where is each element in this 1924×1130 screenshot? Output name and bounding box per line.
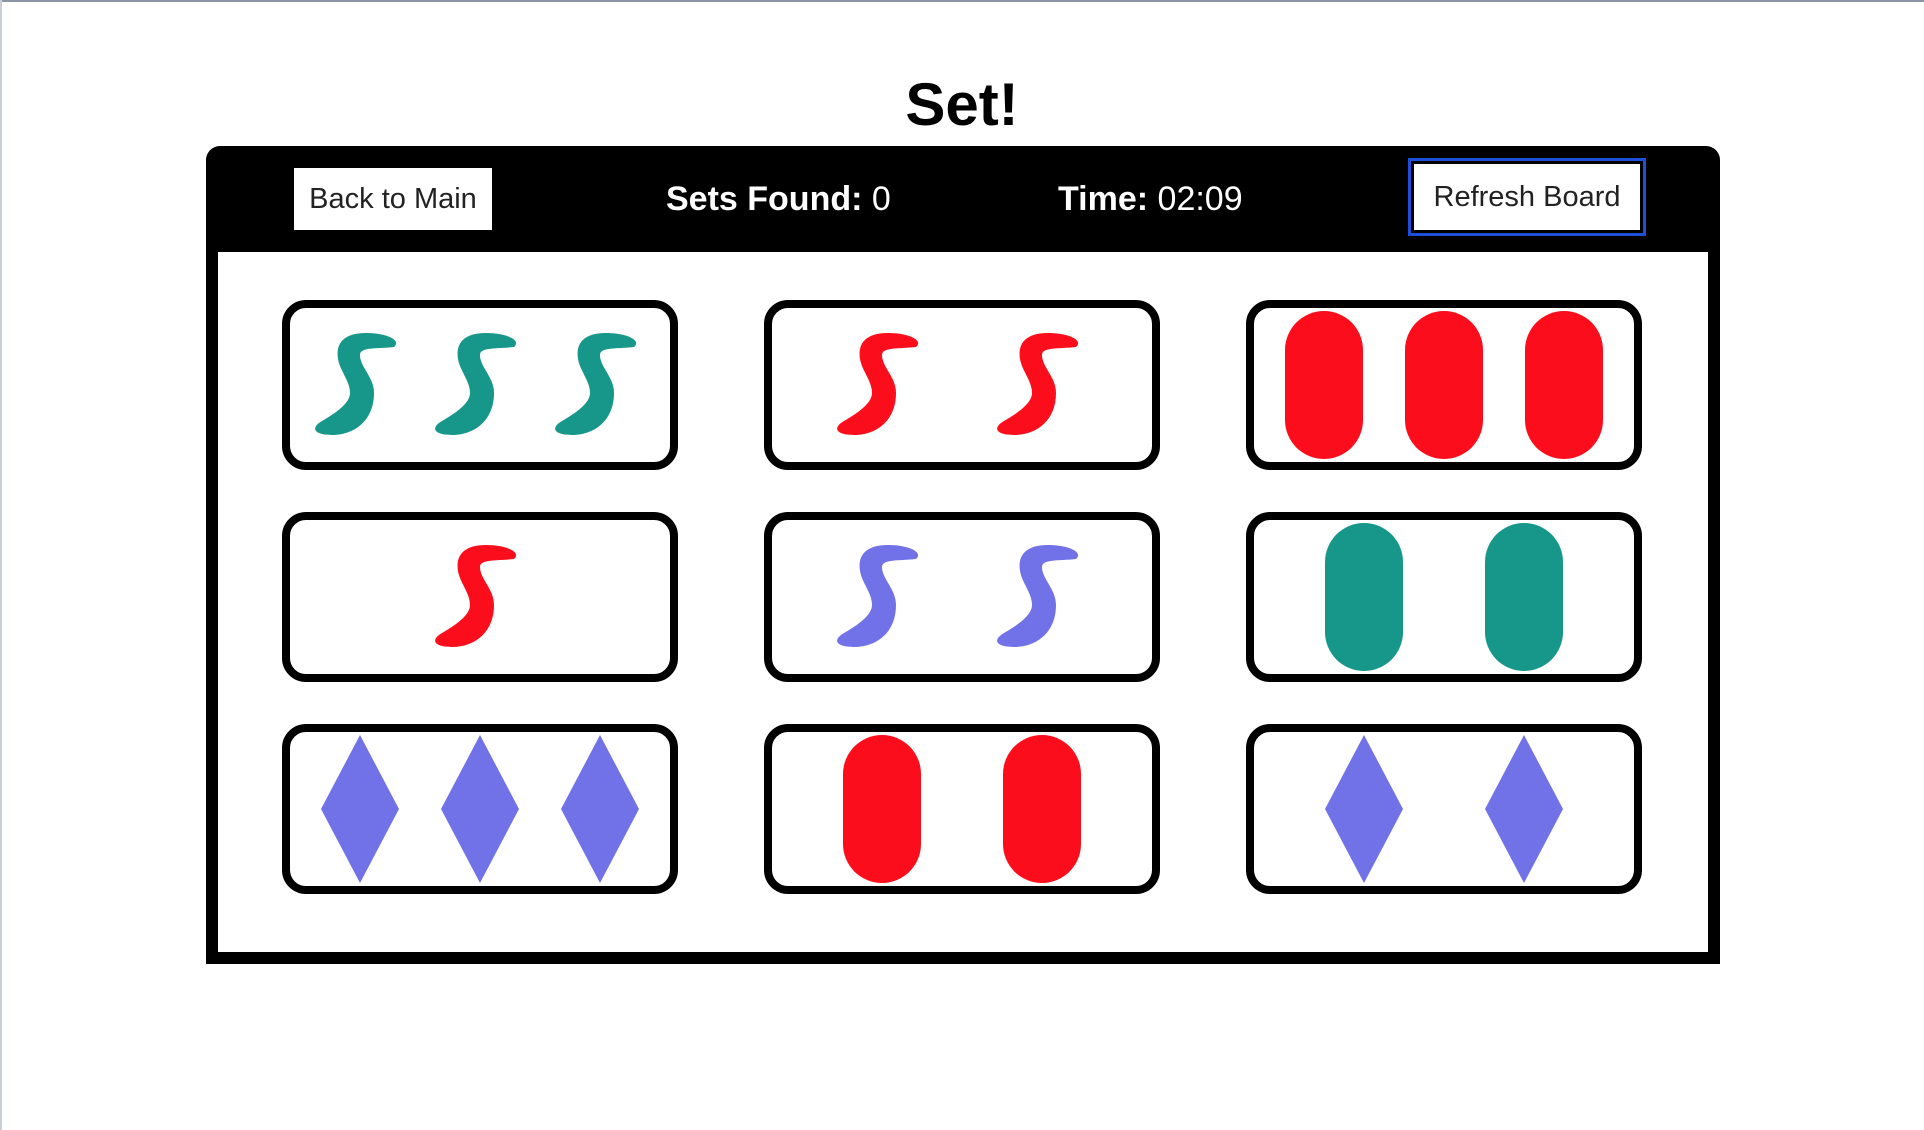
window-left-border [0, 0, 2, 1130]
card-symbols [843, 735, 1081, 883]
card-symbols [435, 545, 517, 647]
sets-found-value: 0 [871, 180, 891, 218]
set-card[interactable] [282, 512, 678, 682]
set-card[interactable] [282, 724, 678, 894]
page-title: Set! [905, 71, 1019, 139]
refresh-board-button[interactable]: Refresh Board [1408, 158, 1646, 236]
diamond-symbol [1485, 735, 1563, 883]
card-symbols [837, 333, 1079, 435]
oval-symbol [1285, 311, 1363, 459]
oval-symbol [1325, 523, 1403, 671]
game-panel: Back to Main Sets Found: 0 Time: 02:09 R… [206, 146, 1720, 964]
timer-value: 02:09 [1157, 180, 1243, 218]
timer: Time: 02:09 [1058, 180, 1243, 219]
oval-symbol [1003, 735, 1081, 883]
oval-symbol [1525, 311, 1603, 459]
card-symbols [1325, 735, 1563, 883]
squiggle-symbol [555, 333, 637, 435]
set-card[interactable] [1246, 300, 1642, 470]
card-symbols [1285, 311, 1603, 459]
squiggle-symbol [435, 545, 517, 647]
card-symbols [321, 735, 639, 883]
back-to-main-button[interactable]: Back to Main [294, 168, 492, 230]
diamond-symbol [321, 735, 399, 883]
set-card[interactable] [1246, 724, 1642, 894]
diamond-symbol [561, 735, 639, 883]
game-header: Back to Main Sets Found: 0 Time: 02:09 R… [206, 146, 1720, 252]
diamond-symbol [1325, 735, 1403, 883]
set-card[interactable] [1246, 512, 1642, 682]
squiggle-symbol [315, 333, 397, 435]
card-board [218, 252, 1708, 952]
timer-label: Time: [1058, 180, 1149, 218]
squiggle-symbol [837, 545, 919, 647]
window-top-border [0, 0, 1924, 2]
card-symbols [1325, 523, 1563, 671]
set-card[interactable] [764, 300, 1160, 470]
squiggle-symbol [997, 333, 1079, 435]
card-symbols [837, 545, 1079, 647]
oval-symbol [1485, 523, 1563, 671]
diamond-symbol [441, 735, 519, 883]
squiggle-symbol [997, 545, 1079, 647]
squiggle-symbol [435, 333, 517, 435]
card-symbols [315, 333, 637, 435]
set-card[interactable] [764, 724, 1160, 894]
set-card[interactable] [764, 512, 1160, 682]
sets-found-label: Sets Found: [666, 180, 863, 218]
squiggle-symbol [837, 333, 919, 435]
oval-symbol [843, 735, 921, 883]
oval-symbol [1405, 311, 1483, 459]
sets-found-counter: Sets Found: 0 [666, 180, 891, 219]
set-card[interactable] [282, 300, 678, 470]
